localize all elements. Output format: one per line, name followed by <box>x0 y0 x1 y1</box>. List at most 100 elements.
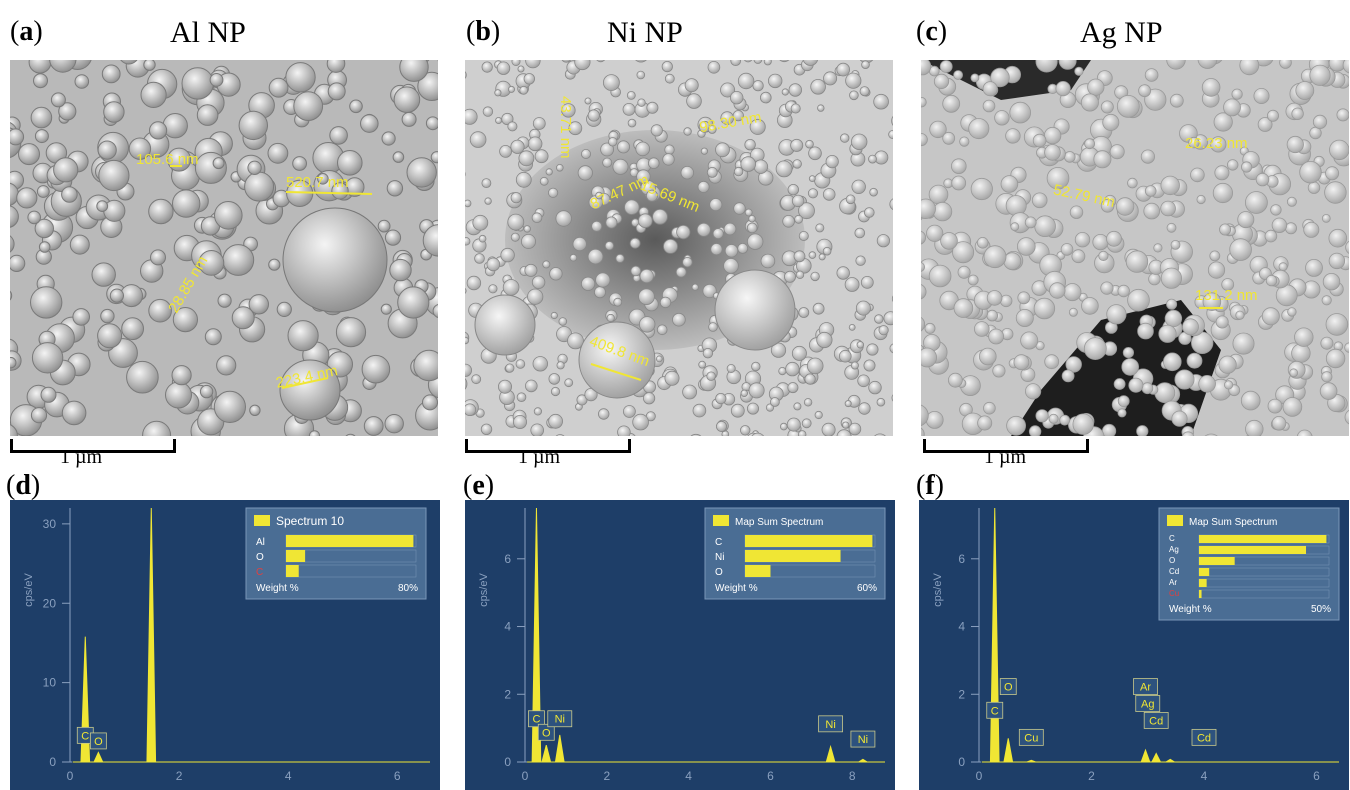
particle <box>876 234 890 248</box>
particle <box>664 73 675 84</box>
particle <box>726 363 736 373</box>
particle <box>496 61 511 75</box>
particle <box>815 223 825 233</box>
particle <box>1197 60 1218 69</box>
particle <box>779 422 788 431</box>
particle <box>389 258 412 282</box>
particle <box>97 323 123 349</box>
particle <box>1319 382 1338 400</box>
particle <box>1144 185 1157 197</box>
particle <box>712 228 724 240</box>
particle <box>465 378 468 390</box>
particle <box>308 430 321 436</box>
particle <box>970 73 980 83</box>
particle <box>1296 429 1313 436</box>
particle <box>983 401 996 415</box>
y-tick-label: 6 <box>958 552 965 566</box>
particle <box>484 197 492 205</box>
particle <box>723 222 737 236</box>
particle <box>921 97 927 108</box>
particle <box>1163 352 1182 372</box>
particle <box>730 403 745 418</box>
panel-label-b: (b) <box>466 16 501 47</box>
inset-row-label: C <box>256 567 263 578</box>
particle <box>921 316 926 332</box>
particle <box>1100 100 1114 114</box>
measure-ag-1: 26.23 nm <box>1185 135 1248 152</box>
particle <box>845 194 856 205</box>
particle <box>1063 283 1082 302</box>
particle <box>569 253 578 262</box>
particle <box>515 171 532 188</box>
particle <box>10 290 13 301</box>
particle <box>889 198 893 211</box>
particle <box>808 175 816 182</box>
y-tick-label: 30 <box>43 517 57 531</box>
particle <box>1087 78 1105 96</box>
particle <box>1229 238 1252 261</box>
particle <box>724 244 739 258</box>
particle <box>595 272 611 288</box>
particle <box>1100 281 1114 295</box>
particle <box>465 403 477 416</box>
particle <box>10 254 26 272</box>
inset-bar <box>1199 568 1210 576</box>
particle <box>1121 358 1140 376</box>
particle <box>1102 423 1117 436</box>
particle <box>1320 336 1334 350</box>
particle <box>635 141 651 157</box>
particle <box>636 169 651 184</box>
particle <box>268 258 281 271</box>
particle <box>1010 222 1020 232</box>
particle <box>1069 205 1084 219</box>
particle <box>798 307 810 318</box>
particle <box>682 384 698 400</box>
particle <box>706 371 716 381</box>
particle <box>1160 175 1180 196</box>
particle <box>702 348 714 359</box>
particle <box>1198 374 1216 393</box>
particle <box>1204 433 1218 436</box>
measure-al-2: 520.7 nm <box>286 174 349 191</box>
particle <box>1257 117 1273 132</box>
particle <box>730 60 741 66</box>
particle <box>1015 308 1034 327</box>
particle <box>1196 194 1206 205</box>
particle <box>1239 60 1260 76</box>
particle <box>596 60 605 63</box>
particle <box>417 71 438 101</box>
particle <box>1279 60 1292 69</box>
particle <box>791 345 807 361</box>
particle <box>292 156 308 171</box>
y-tick-label: 4 <box>958 620 965 634</box>
particle <box>386 180 404 197</box>
particle <box>471 374 482 385</box>
inset-row-label: C <box>1169 534 1175 543</box>
particle <box>1344 342 1349 353</box>
particle <box>109 288 125 303</box>
particle <box>465 199 472 208</box>
particle <box>876 397 886 407</box>
particle <box>1035 409 1049 423</box>
particle <box>1182 318 1199 336</box>
particle <box>924 322 936 334</box>
particle <box>209 73 224 87</box>
particle <box>1231 88 1243 100</box>
particle <box>676 225 691 240</box>
particle <box>929 120 947 139</box>
particle <box>247 160 262 176</box>
x-tick-label: 6 <box>1313 769 1320 783</box>
particle <box>1215 315 1229 329</box>
particle <box>986 290 1003 306</box>
particle <box>481 178 492 188</box>
particle <box>953 70 963 80</box>
particle <box>72 308 90 326</box>
particle <box>519 85 529 95</box>
particle <box>836 266 850 280</box>
particle <box>785 361 800 377</box>
peak-label-box <box>89 732 107 750</box>
particle <box>1235 310 1245 320</box>
particle <box>27 210 42 225</box>
particle <box>1117 284 1130 298</box>
particle <box>1106 230 1122 247</box>
